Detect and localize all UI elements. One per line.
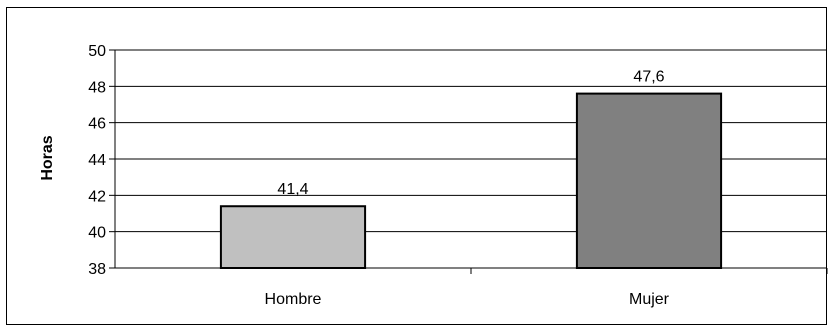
x-category-label: Hombre <box>265 291 322 308</box>
y-tick-label: 48 <box>88 79 106 96</box>
y-tick-label: 44 <box>88 152 106 169</box>
y-tick-label: 38 <box>88 261 106 278</box>
bar-hombre <box>219 205 367 270</box>
data-label: 41,4 <box>277 181 308 198</box>
y-axis-title: Horas <box>39 135 56 180</box>
data-label: 47,6 <box>633 69 664 86</box>
bar-mujer <box>575 92 723 269</box>
y-tick-label: 40 <box>88 225 106 242</box>
y-tick-label: 50 <box>88 43 106 60</box>
y-tick-label: 42 <box>88 188 106 205</box>
labels: 38 40 42 44 46 48 50 41,4 Hombre 47,6 Mujer <box>88 43 669 308</box>
y-tick-label: 46 <box>88 116 106 133</box>
bars <box>219 92 723 270</box>
x-category-label: Mujer <box>629 291 670 308</box>
